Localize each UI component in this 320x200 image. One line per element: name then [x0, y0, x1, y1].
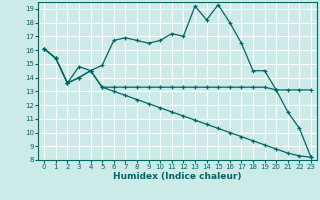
X-axis label: Humidex (Indice chaleur): Humidex (Indice chaleur) — [113, 172, 242, 181]
